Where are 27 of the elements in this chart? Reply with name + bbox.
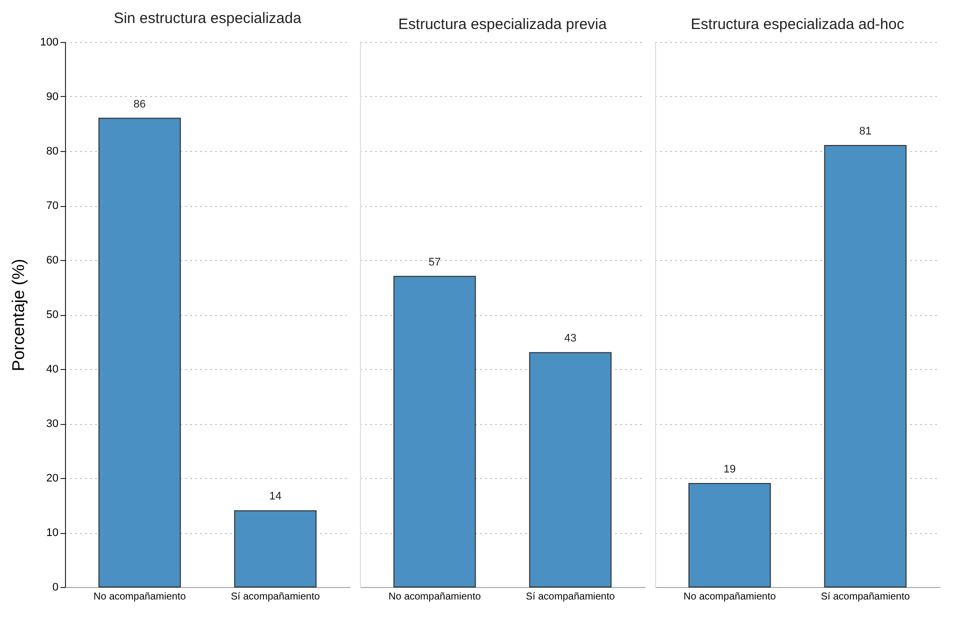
y-axis-title: Porcentaje (%) (9, 258, 28, 372)
x-tick-label: No acompañamiento (684, 592, 776, 602)
data-label: 19 (724, 463, 736, 476)
y-tick-label: 30 (46, 418, 58, 430)
data-label: 14 (269, 490, 282, 503)
y-tick-label: 90 (46, 91, 58, 103)
y-tick-label: 60 (46, 254, 58, 266)
y-tick-label: 80 (46, 146, 58, 158)
y-tick-label: 70 (46, 200, 58, 212)
x-tick-label: No acompañamiento (94, 592, 186, 602)
chart-title: Estructura especializada ad-hoc (690, 16, 905, 33)
x-tick-label: Sí acompañamiento (526, 592, 616, 602)
y-tick-label: 20 (46, 472, 58, 484)
y-tick-label: 100 (40, 36, 58, 48)
data-label: 81 (859, 126, 872, 138)
chart-title: Sin estructura especializada (114, 10, 302, 27)
x-tick-label: Sí acompañamiento (230, 592, 320, 602)
y-tick-label: 40 (46, 364, 58, 376)
x-tick-label: Sí acompañamiento (820, 592, 910, 602)
data-label: 86 (134, 98, 146, 110)
y-tick-label: 50 (46, 309, 58, 321)
x-tick-label: No acompañamiento (388, 592, 482, 602)
data-label: 57 (428, 256, 441, 268)
y-tick-label: 0 (52, 582, 58, 594)
data-label: 43 (564, 332, 576, 345)
y-tick-label: 10 (46, 527, 58, 539)
chart-title: Estructura especializada previa (398, 16, 608, 33)
